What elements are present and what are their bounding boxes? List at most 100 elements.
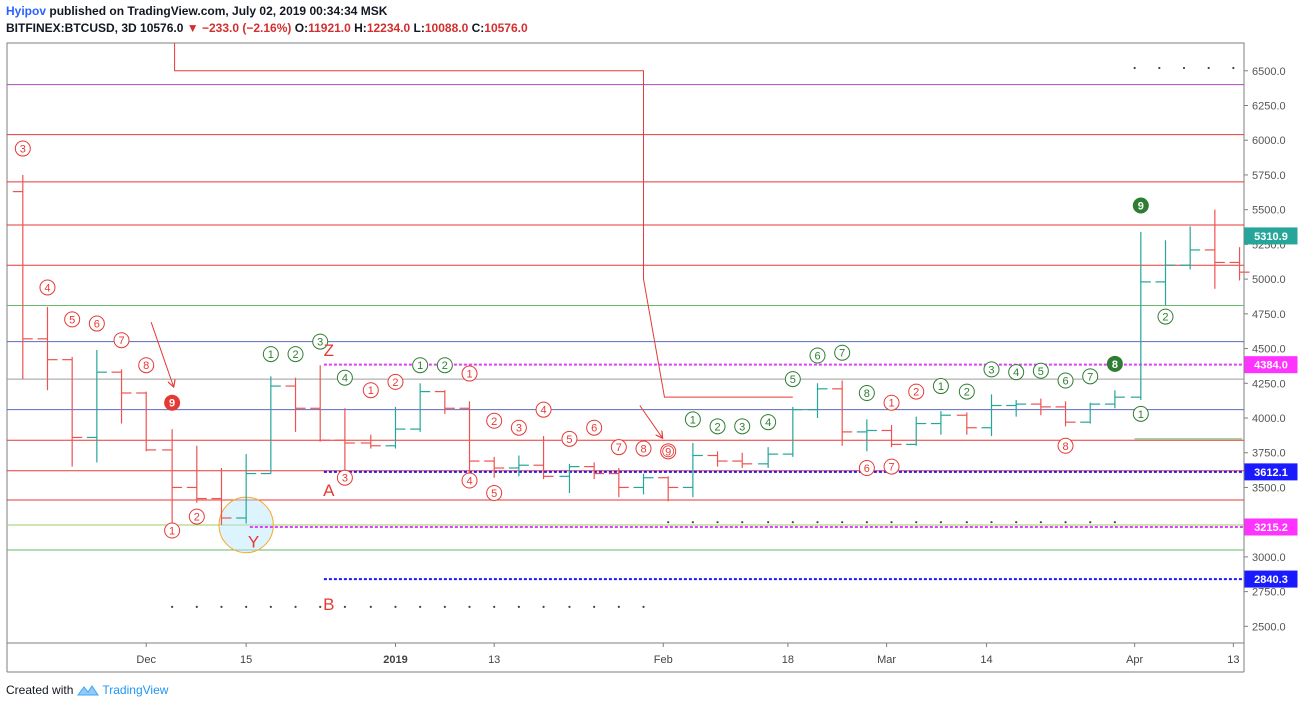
- price-tick-label: 4000.0: [1252, 413, 1286, 425]
- count-label: 8: [640, 444, 646, 456]
- low-value: 10088.0: [424, 21, 469, 35]
- created-with-label: Created with: [6, 683, 74, 697]
- count-label: 7: [1087, 371, 1093, 383]
- marker-dot: [1089, 521, 1092, 524]
- price-tick-label: 3000.0: [1252, 552, 1286, 564]
- marker-dot: [865, 521, 868, 524]
- last-price: 10576.0: [140, 21, 184, 35]
- count-marker-filled: [1106, 355, 1123, 372]
- marker-dot: [667, 521, 670, 524]
- price-tick-label: 5750.0: [1252, 170, 1286, 182]
- time-tick-label: 18: [782, 654, 794, 666]
- author-name[interactable]: Hyipov: [6, 4, 47, 18]
- price-tick-label: 2750.0: [1252, 587, 1286, 599]
- count-marker: [1057, 372, 1074, 389]
- count-label: 1: [268, 349, 274, 361]
- count-label: 1: [888, 398, 894, 410]
- count-label: 4: [466, 476, 472, 488]
- count-label: 1: [690, 414, 696, 426]
- count-marker: [684, 411, 701, 428]
- count-marker: [734, 418, 751, 435]
- count-marker: [1132, 405, 1149, 422]
- wave-label: A: [323, 481, 335, 500]
- marker-dot: [220, 605, 223, 608]
- marker-dot: [990, 521, 993, 524]
- price-tick-label: 5000.0: [1252, 274, 1286, 286]
- marker-dot: [741, 521, 744, 524]
- marker-dot: [593, 605, 596, 608]
- marker-dot: [1113, 521, 1116, 524]
- tradingview-link[interactable]: TradingView: [102, 683, 169, 697]
- count-label: 2: [1162, 312, 1168, 324]
- time-tick-label: 13: [1227, 654, 1239, 666]
- price-label-text: 3612.1: [1254, 467, 1288, 479]
- count-label: 2: [964, 387, 970, 399]
- low-label: L:: [413, 21, 425, 35]
- count-label: 4: [44, 282, 50, 294]
- count-marker: [834, 344, 851, 361]
- price-label-box: [1244, 356, 1298, 374]
- marker-dot: [816, 521, 819, 524]
- wave-label: Z: [324, 341, 334, 360]
- count-marker: [610, 439, 627, 456]
- count-marker: [336, 369, 353, 386]
- count-marker: [635, 440, 652, 457]
- marker-dot: [369, 605, 372, 608]
- marker-dot: [568, 605, 571, 608]
- marker-dot: [542, 605, 545, 608]
- count-marker: [908, 383, 925, 400]
- count-label: 1: [368, 385, 374, 397]
- marker-dot: [1133, 66, 1136, 70]
- count-label: 4: [765, 417, 771, 429]
- count-label: 5: [491, 488, 497, 500]
- count-label: 3: [739, 421, 745, 433]
- time-tick-label: Mar: [877, 654, 896, 666]
- plot-area[interactable]: [6, 42, 1245, 644]
- count-label: 6: [814, 351, 820, 363]
- price-label-box: [1244, 463, 1298, 481]
- count-marker: [287, 346, 304, 363]
- count-marker-filled: [164, 394, 181, 411]
- count-label: 6: [591, 423, 597, 435]
- count-marker: [586, 419, 603, 436]
- count-marker: [336, 469, 353, 486]
- count-marker: [510, 419, 527, 436]
- marker-dot: [617, 605, 620, 608]
- count-marker: [1032, 362, 1049, 379]
- count-marker: [1082, 368, 1099, 385]
- annotation-arrow: [150, 322, 173, 386]
- count-label: 2: [913, 387, 919, 399]
- time-tick-label: 15: [240, 654, 252, 666]
- count-label: 4: [1013, 367, 1019, 379]
- marker-dot: [419, 605, 422, 608]
- count-marker: [561, 430, 578, 447]
- marker-dot: [1158, 66, 1161, 70]
- time-tick-label: 13: [488, 654, 500, 666]
- marker-dot: [691, 521, 694, 524]
- count-label: 1: [1138, 409, 1144, 421]
- price-tick-label: 2500.0: [1252, 621, 1286, 633]
- marker-dot: [1039, 521, 1042, 524]
- count-label: 3: [20, 144, 26, 156]
- count-marker: [14, 140, 31, 157]
- count-label: 5: [1038, 366, 1044, 378]
- chart-header: Hyipov published on TradingView.com, Jul…: [6, 3, 528, 37]
- price-label-box: [1244, 570, 1298, 588]
- open-label: O:: [294, 21, 309, 35]
- count-label: 9: [1138, 201, 1144, 213]
- price-tick-label: 4500.0: [1252, 344, 1286, 356]
- count-marker-filled: [1132, 197, 1149, 214]
- marker-dot: [443, 605, 446, 608]
- count-label: 8: [864, 388, 870, 400]
- count-label: 3: [516, 423, 522, 435]
- down-arrow-icon: ▼: [186, 21, 199, 35]
- count-marker: [64, 311, 81, 328]
- marker-dot: [195, 605, 198, 608]
- close-label: C:: [471, 21, 485, 35]
- marker-dot: [517, 605, 520, 608]
- count-marker: [312, 333, 329, 350]
- marker-dot: [915, 521, 918, 524]
- wave-label: B: [323, 595, 334, 614]
- count-label: 1: [466, 369, 472, 381]
